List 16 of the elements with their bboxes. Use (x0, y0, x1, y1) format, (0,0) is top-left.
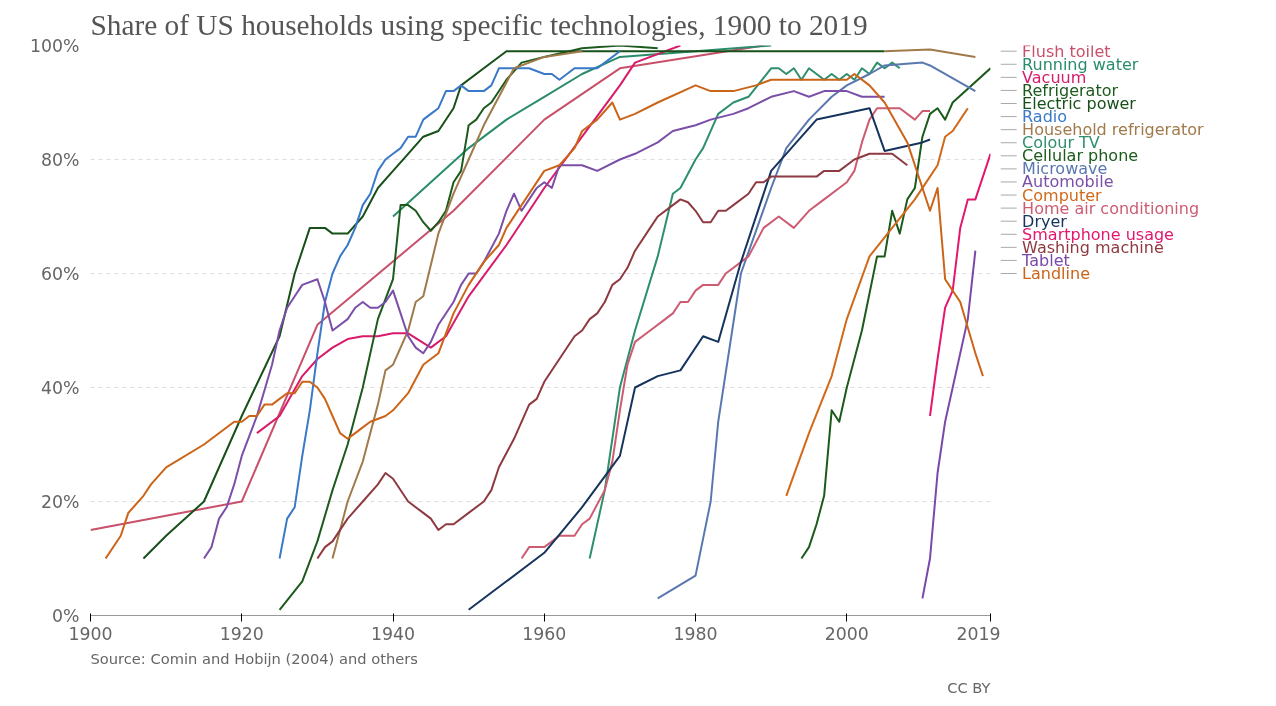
y-tick-label: 0% (52, 605, 80, 626)
source-note: Source: Comin and Hobijn (2004) and others (90, 649, 418, 667)
x-tick-label: 1920 (219, 623, 264, 644)
x-tick-label: 1900 (68, 623, 113, 644)
y-tick-label: 20% (40, 491, 80, 512)
x-tick-label: 1940 (370, 623, 416, 644)
x-tick-label: 1960 (522, 623, 567, 644)
y-tick-label: 80% (40, 149, 80, 170)
x-tick-label: 2000 (824, 623, 869, 644)
y-tick-label: 60% (40, 263, 80, 284)
x-tick-label: 2019 (956, 623, 1001, 644)
chart-title: Share of US households using specific technologies, 1900 to 2019 (90, 8, 868, 41)
y-tick-label: 100% (29, 35, 80, 56)
text: CC BY (947, 678, 991, 696)
x-tick-label: 1980 (673, 623, 718, 644)
y-tick-label: 40% (40, 377, 80, 398)
